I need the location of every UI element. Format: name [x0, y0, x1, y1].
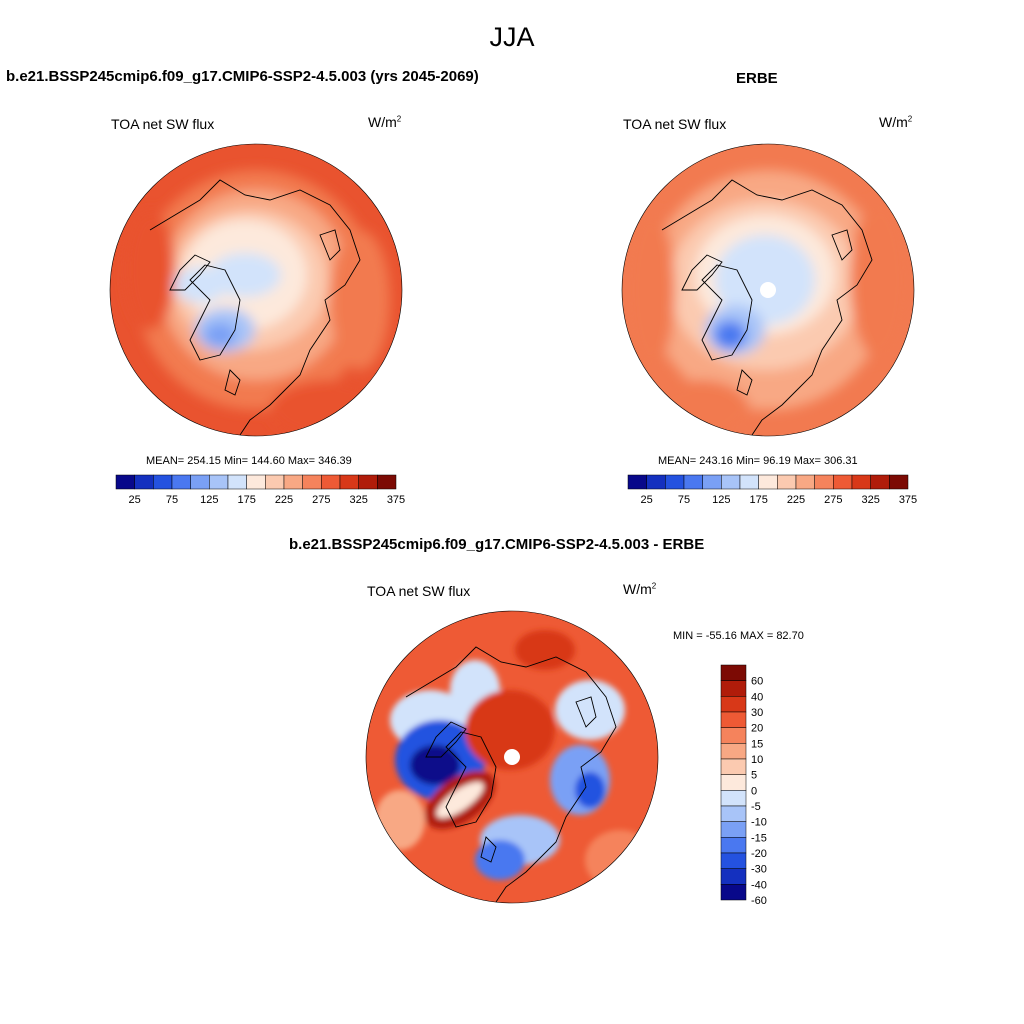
diff-colorbar-swatch — [720, 774, 747, 791]
diff-colorbar-tick-label: -10 — [751, 817, 767, 829]
panel1-colorbar-swatch — [302, 474, 322, 490]
diff-colorbar-swatch — [720, 821, 747, 838]
panel2-colorbar-swatch — [889, 474, 909, 490]
diff-colorbar-swatch — [720, 743, 747, 760]
panel1-colorbar-swatch — [377, 474, 397, 490]
panel1-colorbar-swatch — [339, 474, 359, 490]
diff-colorbar-tick-label: 40 — [751, 691, 763, 703]
diff-colorbar-tick-label: -60 — [751, 895, 767, 907]
diff-colorbar-tick-label: 60 — [751, 676, 763, 688]
panel1-variable-label: TOA net SW flux — [111, 116, 215, 132]
panel1-colorbar-swatch — [153, 474, 173, 490]
diff-colorbar-tick-label: 10 — [751, 754, 763, 766]
panel2-colorbar-swatch — [777, 474, 797, 490]
diff-colorbar-tick-label: -15 — [751, 832, 767, 844]
panel2-colorbar-swatch — [814, 474, 834, 490]
panel2-colorbar-tick-label: 75 — [678, 494, 690, 506]
diff-colorbar-swatch — [720, 868, 747, 885]
panel1-colorbar: 25 75 125 175 225 275 325 375 — [115, 474, 405, 506]
panel3-units-label: W/m2 — [623, 581, 657, 597]
panel2-colorbar-swatch — [683, 474, 703, 490]
panel1-colorbar-tick-label: 25 — [129, 494, 141, 506]
diff-colorbar-swatch — [720, 680, 747, 697]
panel2-colorbar-tick-label: 275 — [824, 494, 842, 506]
diff-colorbar-swatch — [720, 758, 747, 775]
diff-colorbar-tick-label: -40 — [751, 879, 767, 891]
panel2-colorbar-swatch — [702, 474, 722, 490]
diff-colorbar-swatch — [720, 837, 747, 854]
panel1-colorbar-swatch — [321, 474, 341, 490]
panel2-colorbar-tick-label: 325 — [861, 494, 879, 506]
panel2-colorbar-tick-label: 375 — [899, 494, 917, 506]
diff-colorbar-swatch — [720, 664, 747, 681]
panel1-colorbar-tick-label: 75 — [166, 494, 178, 506]
panel1-colorbar-tick-label: 125 — [200, 494, 218, 506]
panel1-colorbar-tick-label: 325 — [349, 494, 367, 506]
panel1-colorbar-swatch — [358, 474, 378, 490]
panel3-stats: MIN = -55.16 MAX = 82.70 — [673, 630, 804, 642]
diff-colorbar-swatch — [720, 696, 747, 713]
panel2-colorbar: 25 75 125 175 225 275 325 375 — [627, 474, 917, 506]
panel3-title: b.e21.BSSP245cmip6.f09_g17.CMIP6-SSP2-4.… — [289, 536, 705, 553]
panel2-colorbar-swatch — [851, 474, 871, 490]
panel1-colorbar-swatch — [190, 474, 210, 490]
panel3-map — [365, 610, 659, 904]
diff-colorbar-swatch — [720, 790, 747, 807]
panel1-colorbar-swatch — [246, 474, 266, 490]
panel1-colorbar-swatch — [171, 474, 191, 490]
panel2-colorbar-swatch — [665, 474, 685, 490]
panel1-map — [109, 143, 403, 437]
panel2-colorbar-swatch — [646, 474, 666, 490]
diff-colorbar-swatch — [720, 711, 747, 728]
diff-colorbar-tick-label: -30 — [751, 864, 767, 876]
panel2-colorbar-tick-label: 125 — [712, 494, 730, 506]
diff-colorbar-tick-label: 0 — [751, 785, 757, 797]
panel1-title: b.e21.BSSP245cmip6.f09_g17.CMIP6-SSP2-4.… — [6, 68, 479, 85]
panel2-colorbar-swatch — [795, 474, 815, 490]
panel1-colorbar-tick-label: 175 — [237, 494, 255, 506]
panel2-title: ERBE — [736, 70, 778, 87]
diff-colorbar-tick-label: 20 — [751, 723, 763, 735]
diff-colorbar-tick-label: 15 — [751, 738, 763, 750]
panel3-variable-label: TOA net SW flux — [367, 583, 471, 599]
panel1-colorbar-swatch — [134, 474, 154, 490]
panel2-units-label: W/m2 — [879, 114, 913, 130]
panel2-colorbar-swatch — [758, 474, 778, 490]
panel1-colorbar-swatch — [209, 474, 229, 490]
panel2-colorbar-swatch — [721, 474, 741, 490]
panel2-map — [621, 143, 915, 437]
panel2-colorbar-swatch — [870, 474, 890, 490]
panel1-colorbar-tick-label: 225 — [275, 494, 293, 506]
diff-colorbar-tick-label: -20 — [751, 848, 767, 860]
diff-colorbar-tick-label: 30 — [751, 707, 763, 719]
panel2-colorbar-swatch — [627, 474, 647, 490]
panel1-colorbar-tick-label: 375 — [387, 494, 405, 506]
panel2-colorbar-tick-label: 225 — [787, 494, 805, 506]
figure-title: JJA — [489, 22, 535, 52]
panel2-stats: MEAN= 243.16 Min= 96.19 Max= 306.31 — [658, 455, 858, 467]
diff-colorbar: 60 40 30 20 15 10 5 0 -5 -10 -15 -20 -30 -40 -60 — [720, 664, 767, 907]
diff-colorbar-swatch — [720, 852, 747, 869]
diff-colorbar-swatch — [720, 805, 747, 822]
panel2-colorbar-swatch — [739, 474, 759, 490]
panel1-colorbar-tick-label: 275 — [312, 494, 330, 506]
panel1-units-label: W/m2 — [368, 114, 402, 130]
panel2-colorbar-tick-label: 25 — [641, 494, 653, 506]
diff-colorbar-tick-label: -5 — [751, 801, 761, 813]
panel1-stats: MEAN= 254.15 Min= 144.60 Max= 346.39 — [146, 455, 352, 467]
panel2-colorbar-swatch — [833, 474, 853, 490]
panel1-colorbar-swatch — [283, 474, 303, 490]
diff-colorbar-swatch — [720, 727, 747, 744]
panel2-colorbar-tick-label: 175 — [749, 494, 767, 506]
diff-colorbar-swatch — [720, 884, 747, 901]
diff-colorbar-tick-label: 5 — [751, 770, 757, 782]
panel1-colorbar-swatch — [115, 474, 135, 490]
panel1-colorbar-swatch — [227, 474, 247, 490]
panel2-variable-label: TOA net SW flux — [623, 116, 727, 132]
panel1-colorbar-swatch — [265, 474, 285, 490]
